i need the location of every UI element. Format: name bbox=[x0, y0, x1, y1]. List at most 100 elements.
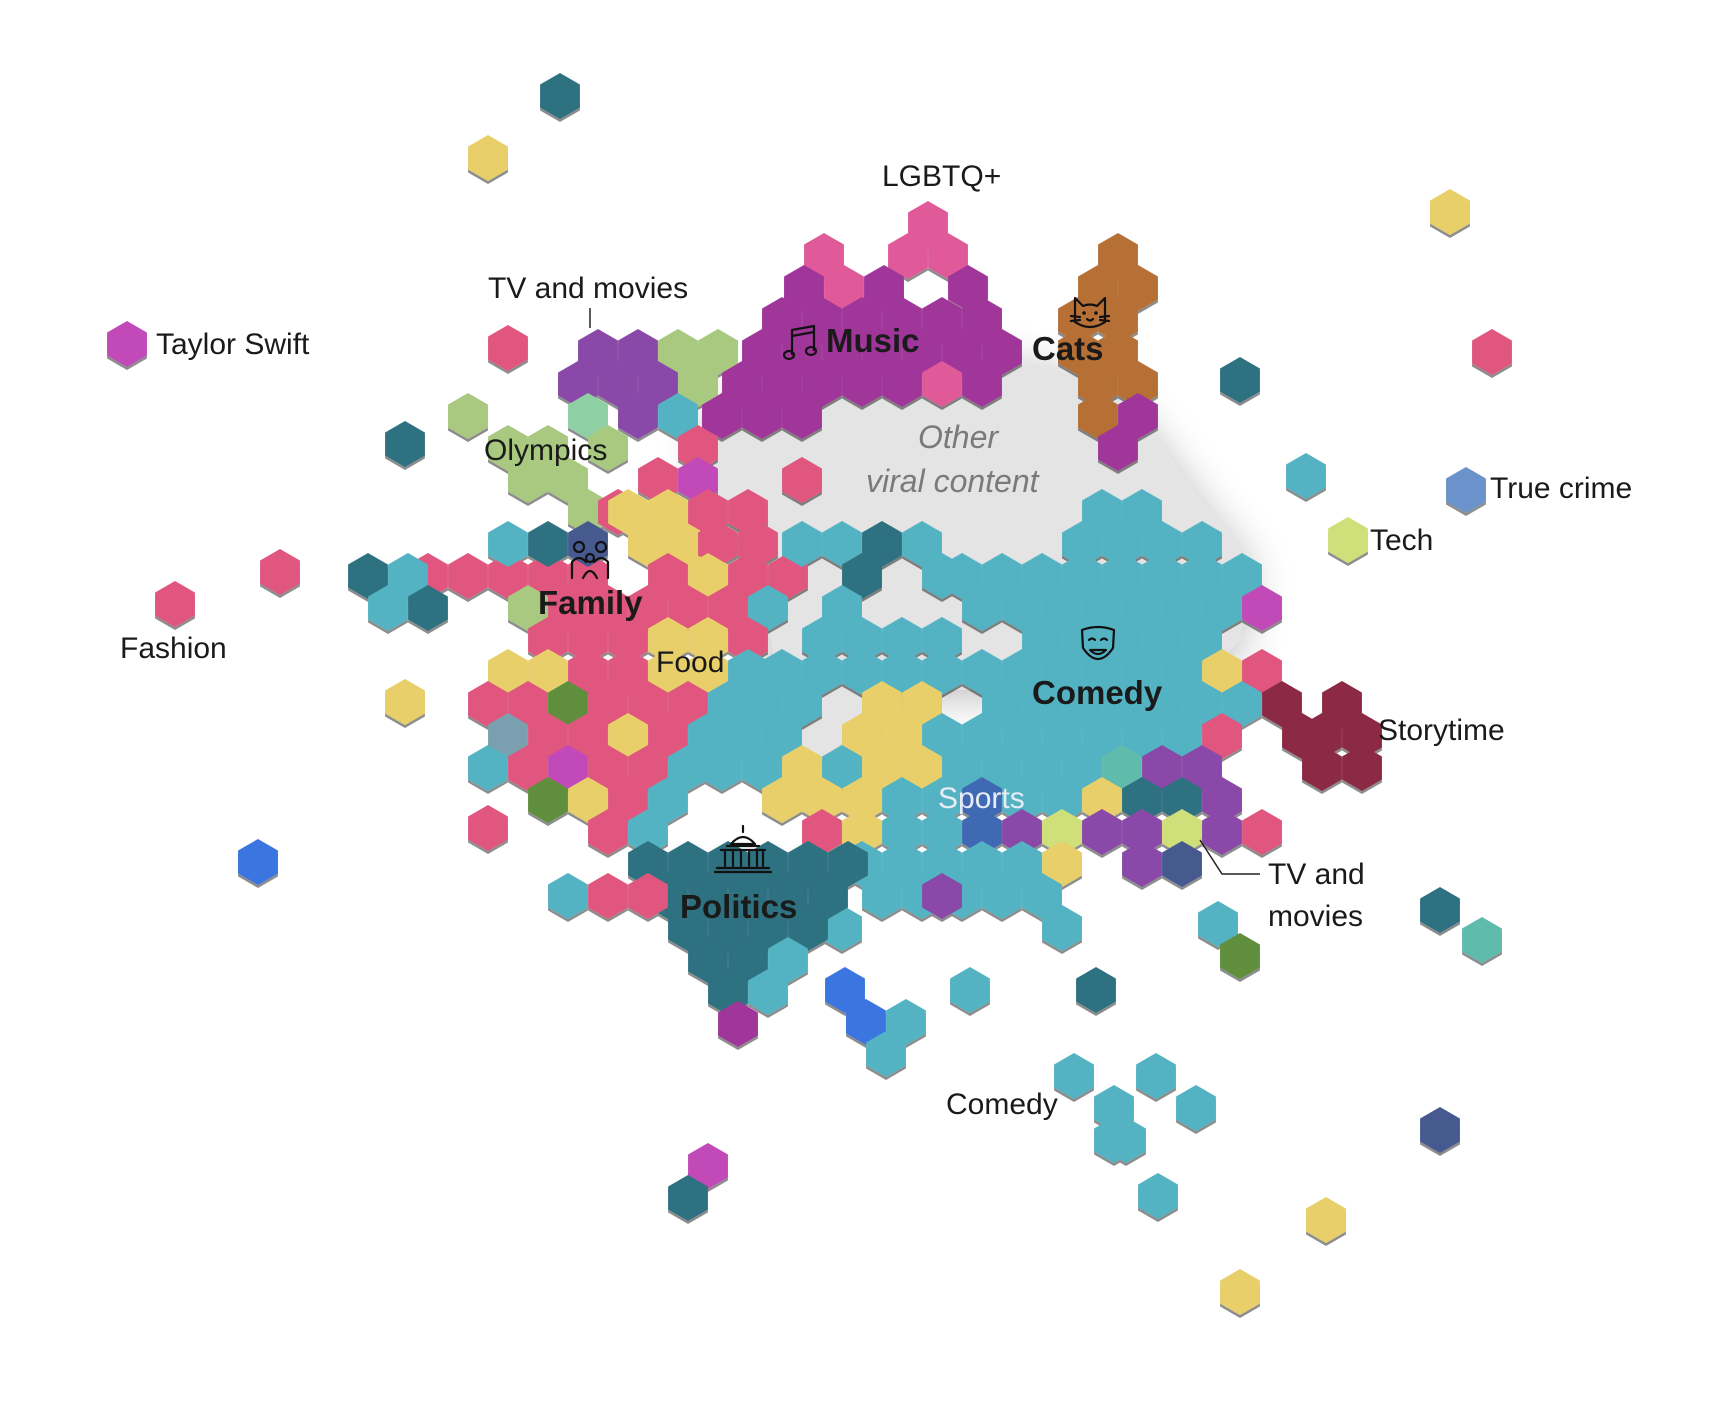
hex-cell bbox=[842, 297, 882, 343]
hex-cell bbox=[648, 713, 688, 759]
hex-cell bbox=[648, 649, 688, 695]
hex-cell bbox=[1042, 905, 1082, 951]
hex-cell bbox=[628, 841, 668, 887]
hex-cell bbox=[1302, 713, 1342, 759]
hex-cell bbox=[628, 809, 668, 855]
hex-cell bbox=[962, 649, 1002, 695]
hex-cell bbox=[648, 777, 688, 823]
hex-cell bbox=[1202, 585, 1242, 631]
hex-cell bbox=[922, 649, 962, 695]
hex-cell bbox=[882, 617, 922, 663]
hex-cell bbox=[1118, 361, 1158, 407]
hex-cell bbox=[882, 841, 922, 887]
hex-cell bbox=[568, 393, 608, 439]
hex-cell bbox=[618, 329, 658, 375]
hex-cell bbox=[908, 201, 948, 247]
hex-cell bbox=[782, 745, 822, 791]
hex-cell bbox=[1322, 681, 1362, 727]
hex-cell bbox=[1136, 1053, 1176, 1099]
hex-cell bbox=[1082, 489, 1122, 535]
hex-cell bbox=[1242, 809, 1282, 855]
hex-cell bbox=[648, 553, 688, 599]
hex-cell bbox=[1122, 777, 1162, 823]
other-viral-label-line2: viral content bbox=[866, 463, 1040, 499]
hex-cell bbox=[828, 841, 868, 887]
hex-cell bbox=[448, 393, 488, 439]
hex-cell bbox=[1078, 393, 1118, 439]
hex-cell bbox=[528, 649, 568, 695]
hex-cell bbox=[922, 297, 962, 343]
politics-label: Politics bbox=[680, 888, 797, 925]
hex-cell bbox=[762, 361, 802, 407]
hex-cell bbox=[1162, 809, 1202, 855]
hex-cell bbox=[1042, 841, 1082, 887]
hex-cell bbox=[742, 745, 782, 791]
hex-cell bbox=[528, 553, 568, 599]
hex-cell bbox=[1420, 1107, 1460, 1153]
hex-cell bbox=[1202, 713, 1242, 759]
hex-cell bbox=[588, 809, 628, 855]
hex-cell bbox=[1306, 1197, 1346, 1243]
hex-cell bbox=[1182, 553, 1222, 599]
hex-cell bbox=[1082, 585, 1122, 631]
food-label: Food bbox=[656, 646, 724, 679]
hex-cell bbox=[768, 937, 808, 983]
hex-cell bbox=[1242, 585, 1282, 631]
hex-cell bbox=[846, 999, 886, 1045]
hex-cell bbox=[688, 617, 728, 663]
hex-cell bbox=[888, 233, 928, 279]
hex-cell bbox=[1162, 585, 1202, 631]
hex-cell bbox=[1002, 713, 1042, 759]
hex-cell bbox=[508, 681, 548, 727]
hex-cell bbox=[688, 553, 728, 599]
hex-cell bbox=[638, 361, 678, 407]
hex-cell bbox=[862, 681, 902, 727]
hex-cell bbox=[825, 967, 865, 1013]
hex-cell bbox=[822, 329, 862, 375]
hex-cell bbox=[1102, 745, 1142, 791]
hex-cell bbox=[788, 905, 828, 951]
olympics-label: Olympics bbox=[484, 434, 607, 467]
hex-cell bbox=[882, 713, 922, 759]
hex-cell bbox=[1054, 1053, 1094, 1099]
hex-cell bbox=[708, 585, 748, 631]
hex-cell bbox=[540, 73, 580, 119]
hex-cell bbox=[1446, 467, 1486, 513]
hex-cell bbox=[628, 681, 668, 727]
hex-cell bbox=[1098, 233, 1138, 279]
tech-label: Tech bbox=[1370, 524, 1433, 557]
hex-cell bbox=[568, 713, 608, 759]
hex-cell bbox=[1102, 553, 1142, 599]
tv-movies-bottom-leader bbox=[1199, 839, 1260, 875]
hex-cell bbox=[588, 681, 628, 727]
hex-cell bbox=[742, 393, 782, 439]
hex-cell-group bbox=[107, 73, 1512, 1315]
hex-cell bbox=[922, 841, 962, 887]
hex-cell bbox=[155, 581, 195, 627]
music-label: Music bbox=[826, 322, 920, 359]
hex-cell bbox=[842, 713, 882, 759]
hex-cell bbox=[950, 967, 990, 1013]
fashion-label: Fashion bbox=[120, 632, 227, 665]
hex-cell bbox=[588, 425, 628, 471]
hex-cell bbox=[668, 585, 708, 631]
hex-cell bbox=[1220, 933, 1260, 979]
hex-cell bbox=[982, 681, 1022, 727]
hex-cell bbox=[768, 873, 808, 919]
hex-cell bbox=[1342, 745, 1382, 791]
hex-cell bbox=[886, 999, 926, 1045]
hex-cell bbox=[822, 745, 862, 791]
hex-cell bbox=[688, 649, 728, 695]
hex-cell bbox=[702, 745, 742, 791]
hex-cell bbox=[508, 745, 548, 791]
hex-cell bbox=[528, 777, 568, 823]
hex-cell bbox=[782, 393, 822, 439]
hex-cell bbox=[488, 713, 528, 759]
hex-cell bbox=[708, 841, 748, 887]
hex-cell bbox=[1022, 681, 1062, 727]
hex-cell bbox=[1222, 681, 1262, 727]
hex-cell bbox=[1430, 189, 1470, 235]
hex-cell bbox=[1002, 585, 1042, 631]
hex-cell bbox=[668, 521, 708, 567]
hex-cell bbox=[1102, 521, 1142, 567]
